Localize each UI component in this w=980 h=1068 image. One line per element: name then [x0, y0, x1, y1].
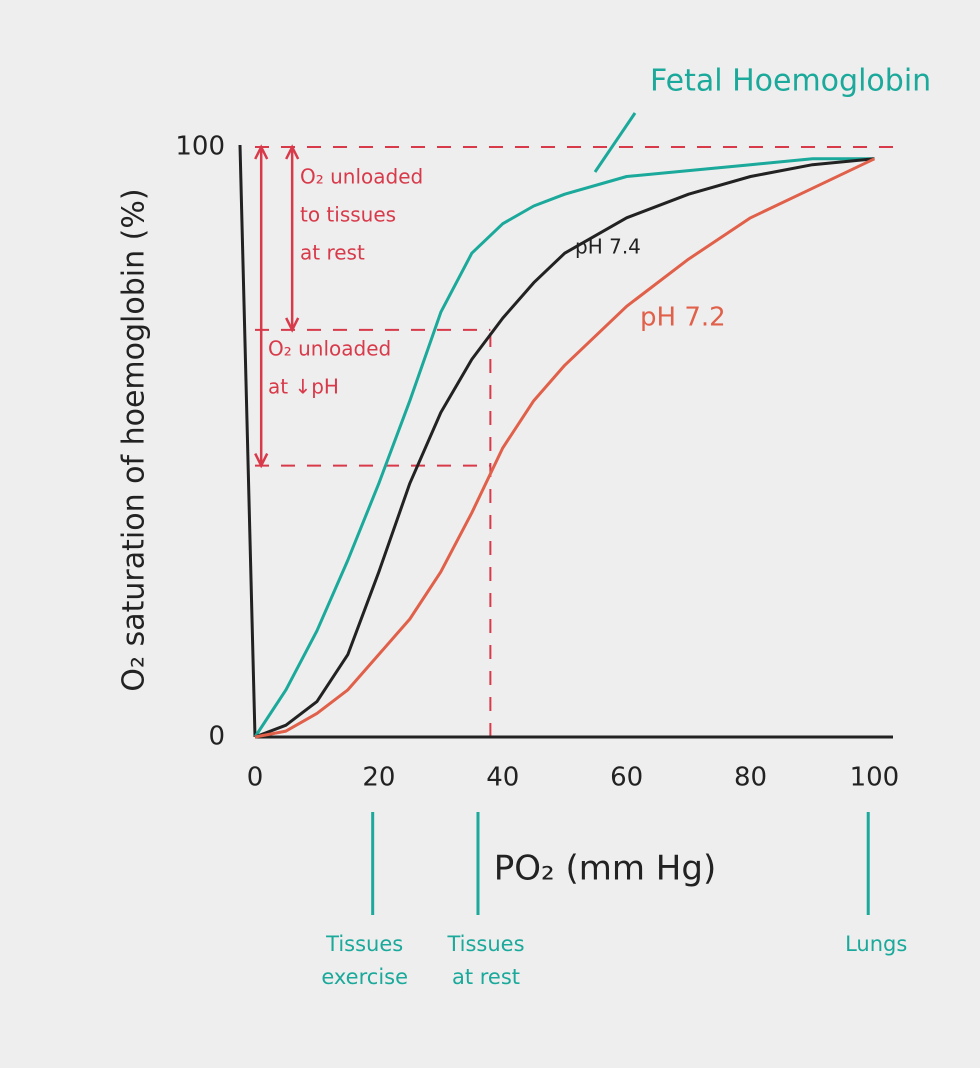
pointer: [593, 112, 637, 173]
arrow-label: O₂ unloaded: [300, 165, 423, 189]
x-tick-label: 20: [362, 763, 395, 793]
x-tick-label: 80: [734, 763, 767, 793]
arrow-label: at rest: [300, 241, 365, 265]
y-tick-label: 100: [175, 132, 225, 162]
arrow-label: O₂ unloaded: [268, 337, 391, 361]
marker-label: Tissues: [325, 932, 403, 956]
series-label: pH 7.4: [575, 235, 641, 259]
arrow-head: [254, 144, 269, 160]
arrow-head: [254, 453, 269, 469]
x-tick-label: 100: [850, 763, 900, 793]
x-tick-label: 40: [486, 763, 519, 793]
curve: [254, 157, 876, 739]
arrow-head: [285, 317, 300, 333]
arrow-label: to tissues: [300, 203, 396, 227]
y-axis: [238, 144, 257, 738]
y-axis-label: O₂ saturation of hoemoglobin (%): [117, 188, 152, 691]
x-tick-label: 60: [610, 763, 643, 793]
arrow-label: at ↓pH: [268, 375, 339, 399]
x-tick-label: 0: [247, 763, 264, 793]
series-label: pH 7.2: [640, 303, 726, 333]
marker-label: Lungs: [845, 932, 907, 956]
marker-label: Tissues: [446, 932, 524, 956]
x-axis-label: PO₂ (mm Hg): [494, 849, 716, 889]
marker-label: at rest: [452, 965, 520, 989]
series-label: Fetal Hoemoglobin: [650, 64, 931, 99]
y-tick-label: 0: [208, 722, 225, 752]
marker-label: exercise: [321, 965, 408, 989]
arrow-head: [285, 144, 300, 160]
curve: [254, 157, 875, 739]
curve: [253, 157, 875, 738]
